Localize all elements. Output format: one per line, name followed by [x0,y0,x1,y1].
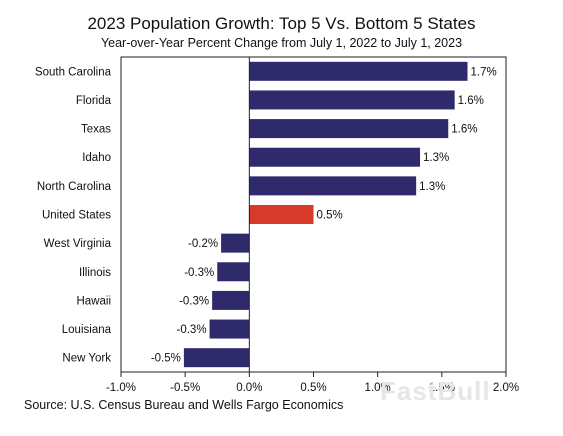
data-label: 1.3% [419,181,445,193]
x-tick-label: 1.0% [365,382,391,394]
category-label: Louisiana [62,324,112,336]
bar [209,319,250,339]
bar [249,119,449,139]
x-tick-label: -0.5% [170,382,200,394]
chart-subtitle: Year-over-Year Percent Change from July … [100,36,463,50]
x-tick-label: 0.5% [300,382,326,394]
data-label: 1.6% [451,124,477,136]
source-note: Source: U.S. Census Bureau and Wells Far… [24,398,344,412]
category-label: West Virginia [44,238,112,250]
bar [249,61,468,81]
bar [221,233,250,253]
category-label: North Carolina [37,181,112,193]
bar [217,262,250,282]
category-label: Hawaii [76,295,111,307]
x-tick-label: 2.0% [493,382,519,394]
data-label: -0.3% [184,267,214,279]
category-label: New York [62,353,111,365]
data-label: 1.6% [458,95,484,107]
data-label: -0.2% [188,238,218,250]
chart-title: 2023 Population Growth: Top 5 Vs. Bottom… [87,14,476,33]
category-label: Illinois [79,267,111,279]
category-label: United States [42,210,111,222]
bar [212,290,250,310]
bar [249,147,421,167]
data-label: 0.5% [317,210,343,222]
x-tick-label: 1.5% [429,382,455,394]
data-label: -0.3% [177,324,207,336]
data-label: -0.3% [179,295,209,307]
data-label: -0.5% [151,353,181,365]
x-tick-label: -1.0% [106,382,136,394]
watermark-logo: FastBull [380,376,491,406]
x-tick-label: 0.0% [236,382,262,394]
bar [183,348,250,368]
category-label: Texas [81,124,111,136]
bar [249,205,314,224]
data-label: 1.7% [471,66,497,78]
bar [249,90,455,110]
category-label: Idaho [82,152,111,164]
category-label: South Carolina [35,66,112,78]
category-label: Florida [76,95,112,107]
bar [249,176,417,196]
data-label: 1.3% [423,152,449,164]
